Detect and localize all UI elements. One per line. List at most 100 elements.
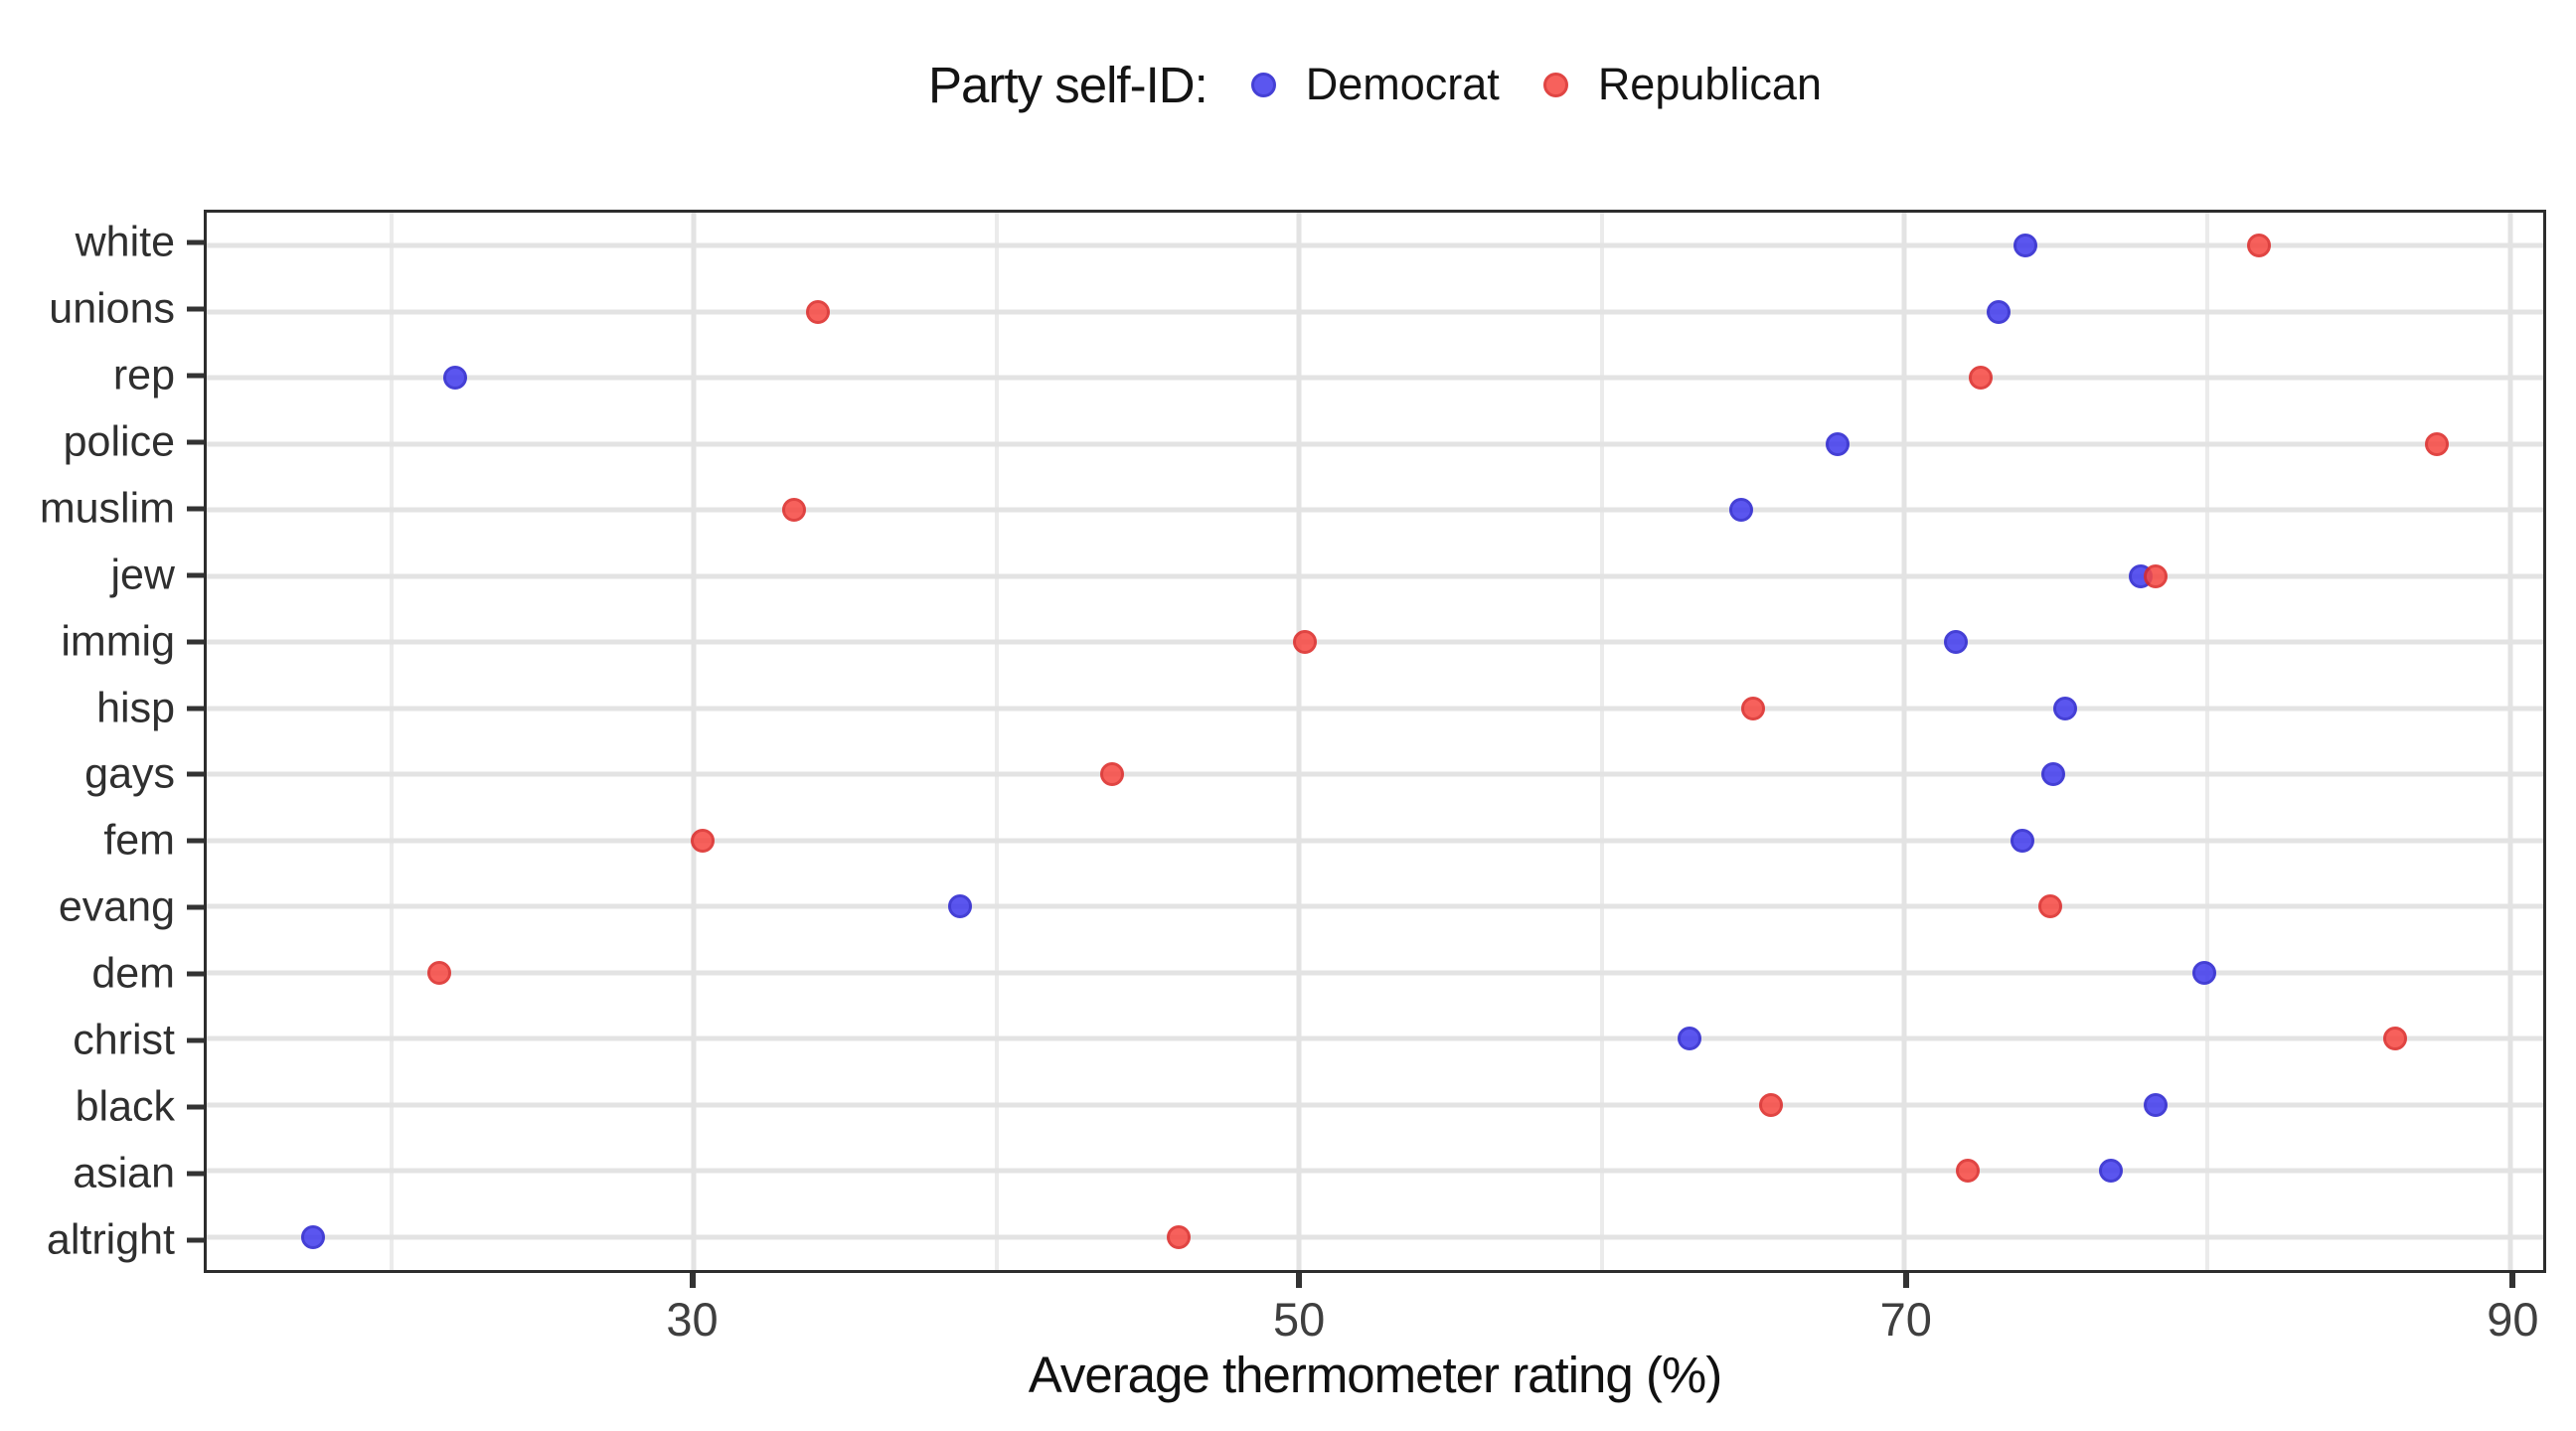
y-axis-label-white: white <box>75 218 175 266</box>
republican-dot-icon <box>1542 72 1568 97</box>
major-gridline-x-90 <box>2507 213 2512 1270</box>
x-axis-tick-labels: 30 50 70 90 <box>204 1292 2546 1348</box>
x-tick-label-30: 30 <box>666 1293 719 1346</box>
row-gridline-white <box>207 242 2543 248</box>
y-axis-label-altright: altright <box>46 1215 175 1264</box>
legend-item-republican: Republican <box>1542 59 1822 110</box>
y-axis-label-jew: jew <box>110 551 175 599</box>
y-tick-black <box>187 1104 204 1110</box>
row-gridline-jew <box>207 573 2543 579</box>
point-republican-hisp <box>1741 696 1766 720</box>
x-tick-50 <box>1296 1273 1303 1288</box>
point-republican-muslim <box>781 498 806 523</box>
point-republican-altright <box>1166 1224 1191 1249</box>
point-democrat-gays <box>2040 762 2065 787</box>
row-gridline-dem <box>207 970 2543 976</box>
point-democrat-fem <box>2011 828 2035 853</box>
x-tick-label-50: 50 <box>1273 1293 1326 1346</box>
plot-panel <box>204 210 2546 1273</box>
y-tick-fem <box>187 838 204 844</box>
legend-title: Party self-ID: <box>928 56 1208 113</box>
point-republican-gays <box>1099 762 1124 787</box>
point-republican-unions <box>806 299 831 324</box>
y-tick-altright <box>187 1237 204 1243</box>
point-republican-christ <box>2382 1027 2407 1051</box>
point-republican-asian <box>1956 1159 1981 1184</box>
row-gridline-asian <box>207 1168 2543 1174</box>
row-gridline-christ <box>207 1035 2543 1041</box>
point-democrat-asian <box>2098 1159 2123 1184</box>
point-democrat-muslim <box>1728 498 1753 523</box>
row-gridline-fem <box>207 838 2543 844</box>
point-democrat-evang <box>948 894 973 919</box>
legend-item-democrat-label: Democrat <box>1305 59 1500 109</box>
y-axis-label-dem: dem <box>91 949 175 998</box>
point-republican-jew <box>2144 563 2169 588</box>
row-gridline-immig <box>207 639 2543 645</box>
y-tick-rep <box>187 373 204 379</box>
y-tick-unions <box>187 306 204 312</box>
point-democrat-christ <box>1678 1027 1702 1051</box>
point-republican-black <box>1759 1092 1784 1117</box>
y-tick-evang <box>187 904 204 910</box>
y-axis-label-christ: christ <box>73 1016 175 1064</box>
x-tick-label-70: 70 <box>1879 1293 1932 1346</box>
x-tick-90 <box>2509 1273 2516 1288</box>
y-tick-muslim <box>187 506 204 512</box>
y-tick-hisp <box>187 706 204 712</box>
row-gridline-altright <box>207 1234 2543 1240</box>
point-democrat-altright <box>300 1224 325 1249</box>
y-tick-police <box>187 439 204 445</box>
minor-gridline-x-40 <box>994 213 999 1270</box>
row-gridline-muslim <box>207 507 2543 513</box>
point-republican-fem <box>691 828 716 853</box>
y-axis-label-immig: immig <box>61 617 175 666</box>
point-republican-dem <box>427 960 452 985</box>
y-tick-asian <box>187 1171 204 1177</box>
point-republican-evang <box>2037 894 2062 919</box>
major-gridline-x-50 <box>1296 213 1302 1270</box>
y-tick-dem <box>187 971 204 977</box>
y-tick-christ <box>187 1037 204 1043</box>
y-tick-white <box>187 239 204 245</box>
minor-gridline-x-60 <box>1599 213 1604 1270</box>
y-axis-label-hisp: hisp <box>96 684 175 732</box>
y-axis-label-muslim: muslim <box>39 484 175 533</box>
point-democrat-rep <box>442 366 467 391</box>
y-axis-label-asian: asian <box>73 1149 175 1197</box>
minor-gridline-x-20 <box>389 213 394 1270</box>
y-axis-label-fem: fem <box>103 816 175 865</box>
point-democrat-police <box>1826 431 1851 456</box>
row-gridline-hisp <box>207 706 2543 712</box>
x-axis-ticks <box>204 1273 2546 1288</box>
row-gridline-gays <box>207 771 2543 777</box>
legend-item-democrat: Democrat <box>1250 59 1500 110</box>
row-gridline-black <box>207 1102 2543 1108</box>
legend-item-republican-label: Republican <box>1597 59 1822 109</box>
y-tick-gays <box>187 771 204 777</box>
major-gridline-x-30 <box>691 213 697 1270</box>
x-axis-title: Average thermometer rating (%) <box>1028 1347 1723 1403</box>
point-democrat-dem <box>2191 960 2216 985</box>
point-democrat-unions <box>1986 299 2011 324</box>
democrat-dot-icon <box>1250 72 1276 97</box>
row-gridline-evang <box>207 903 2543 909</box>
major-gridline-x-70 <box>1901 213 1907 1270</box>
y-tick-immig <box>187 639 204 645</box>
point-republican-police <box>2425 431 2450 456</box>
point-democrat-white <box>2013 234 2038 258</box>
legend: Party self-ID: Democrat Republican <box>204 40 2546 129</box>
x-tick-30 <box>689 1273 696 1288</box>
x-tick-label-90: 90 <box>2487 1293 2539 1346</box>
point-democrat-black <box>2144 1092 2169 1117</box>
y-axis-label-black: black <box>75 1082 175 1131</box>
y-axis-ticks <box>187 210 204 1273</box>
y-axis-label-police: police <box>63 417 175 466</box>
x-tick-70 <box>1902 1273 1909 1288</box>
y-tick-jew <box>187 572 204 578</box>
row-gridline-unions <box>207 309 2543 315</box>
minor-gridline-x-80 <box>2204 213 2209 1270</box>
row-gridline-police <box>207 441 2543 447</box>
row-gridline-rep <box>207 375 2543 381</box>
